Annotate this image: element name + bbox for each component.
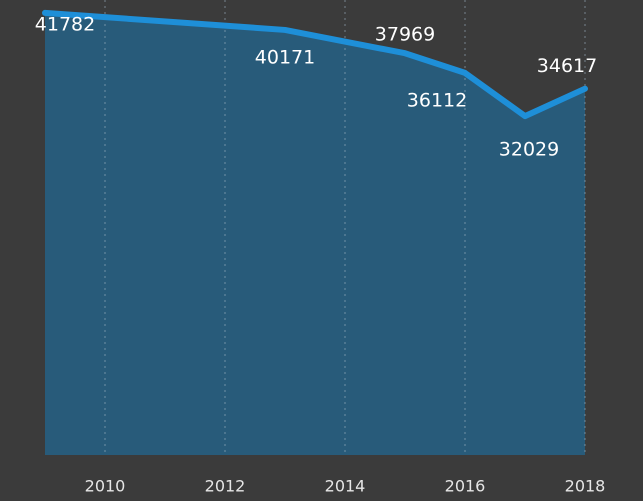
x-tick-label: 2016	[445, 477, 486, 496]
area	[45, 12, 585, 455]
value-label: 40171	[255, 46, 315, 68]
value-label: 41782	[35, 13, 95, 35]
value-label: 36112	[407, 89, 467, 111]
value-label: 32029	[499, 139, 559, 161]
x-tick-label: 2010	[85, 477, 126, 496]
x-tick-label: 2018	[565, 477, 606, 496]
x-tick-label: 2014	[325, 477, 366, 496]
value-label: 37969	[375, 24, 435, 46]
value-label: 34617	[537, 55, 597, 77]
line	[42, 9, 588, 120]
x-tick-label: 2012	[205, 477, 246, 496]
